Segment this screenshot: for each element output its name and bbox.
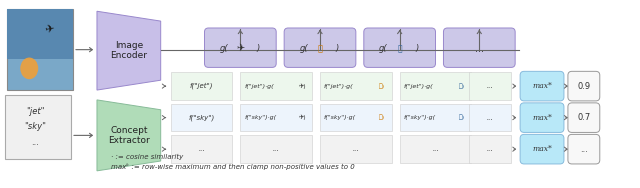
Text: ...: ... bbox=[487, 83, 493, 89]
Text: f("sky")·g(: f("sky")·g( bbox=[244, 115, 276, 120]
Text: 🔵): 🔵) bbox=[458, 83, 465, 89]
Bar bbox=[320, 104, 392, 131]
Bar bbox=[469, 72, 511, 100]
Text: ...: ... bbox=[487, 115, 493, 121]
Text: ...: ... bbox=[487, 146, 493, 152]
Text: ...: ... bbox=[432, 146, 439, 152]
FancyBboxPatch shape bbox=[568, 103, 600, 132]
Text: ): ) bbox=[256, 44, 260, 53]
Text: g(: g( bbox=[300, 44, 308, 53]
Bar bbox=[399, 104, 471, 131]
Bar bbox=[320, 135, 392, 163]
Text: ...: ... bbox=[580, 145, 588, 154]
Text: 🟠): 🟠) bbox=[379, 83, 385, 89]
Text: ✈): ✈) bbox=[298, 115, 306, 120]
Bar bbox=[171, 104, 232, 131]
Text: "jet": "jet" bbox=[26, 107, 45, 116]
Text: f("jet")·g(: f("jet")·g( bbox=[244, 84, 274, 89]
Text: 0.7: 0.7 bbox=[577, 113, 591, 122]
Bar bbox=[241, 104, 312, 131]
Text: f("sky")·g(: f("sky")·g( bbox=[324, 115, 356, 120]
Ellipse shape bbox=[20, 58, 38, 79]
Bar bbox=[469, 104, 511, 131]
Text: · := cosine similarity: · := cosine similarity bbox=[111, 154, 183, 160]
Text: f("sky"): f("sky") bbox=[188, 114, 214, 121]
FancyBboxPatch shape bbox=[568, 134, 600, 164]
FancyBboxPatch shape bbox=[444, 28, 515, 67]
Text: 🟠): 🟠) bbox=[379, 115, 385, 121]
Text: ...: ... bbox=[273, 146, 280, 152]
Polygon shape bbox=[97, 100, 161, 171]
Bar bbox=[469, 135, 511, 163]
Bar bbox=[5, 95, 71, 159]
Text: 🟠: 🟠 bbox=[317, 44, 323, 53]
FancyBboxPatch shape bbox=[520, 134, 564, 164]
Text: ✈: ✈ bbox=[44, 23, 54, 35]
Text: f("jet"): f("jet") bbox=[190, 83, 213, 89]
Bar bbox=[241, 135, 312, 163]
Text: maxᵏ := row-wise maximum and then clamp non-positive values to 0: maxᵏ := row-wise maximum and then clamp … bbox=[111, 163, 355, 170]
Bar bbox=[8, 9, 73, 90]
FancyBboxPatch shape bbox=[284, 28, 356, 67]
Text: ): ) bbox=[336, 44, 339, 53]
FancyBboxPatch shape bbox=[364, 28, 435, 67]
Text: ...: ... bbox=[198, 146, 205, 152]
Text: max*: max* bbox=[532, 82, 552, 90]
Bar bbox=[399, 72, 471, 100]
Text: g(: g( bbox=[220, 44, 228, 53]
FancyBboxPatch shape bbox=[568, 71, 600, 101]
Text: 🔵: 🔵 bbox=[397, 44, 402, 53]
Text: Image
Encoder: Image Encoder bbox=[110, 41, 147, 60]
Bar bbox=[320, 72, 392, 100]
Text: 0.9: 0.9 bbox=[577, 82, 591, 91]
Text: ...: ... bbox=[353, 146, 359, 152]
Text: ...: ... bbox=[31, 138, 39, 147]
Text: max*: max* bbox=[532, 145, 552, 153]
FancyBboxPatch shape bbox=[520, 103, 564, 132]
Bar bbox=[8, 9, 73, 58]
FancyBboxPatch shape bbox=[520, 71, 564, 101]
Text: ...: ... bbox=[475, 44, 484, 54]
Polygon shape bbox=[97, 11, 161, 90]
Text: f("jet")·g(: f("jet")·g( bbox=[324, 84, 354, 89]
Text: Concept
Extractor: Concept Extractor bbox=[108, 126, 150, 145]
Text: max*: max* bbox=[532, 114, 552, 122]
Bar bbox=[399, 135, 471, 163]
Bar bbox=[171, 72, 232, 100]
Bar bbox=[171, 135, 232, 163]
Text: f("sky")·g(: f("sky")·g( bbox=[404, 115, 436, 120]
FancyBboxPatch shape bbox=[205, 28, 276, 67]
Text: f("jet")·g(: f("jet")·g( bbox=[404, 84, 433, 89]
Text: ✈: ✈ bbox=[236, 44, 244, 54]
Text: g(: g( bbox=[379, 44, 388, 53]
Text: ✈): ✈) bbox=[298, 83, 306, 89]
Text: "sky": "sky" bbox=[24, 122, 46, 131]
Text: ): ) bbox=[415, 44, 419, 53]
Bar bbox=[241, 72, 312, 100]
Text: 🔵): 🔵) bbox=[458, 115, 465, 121]
